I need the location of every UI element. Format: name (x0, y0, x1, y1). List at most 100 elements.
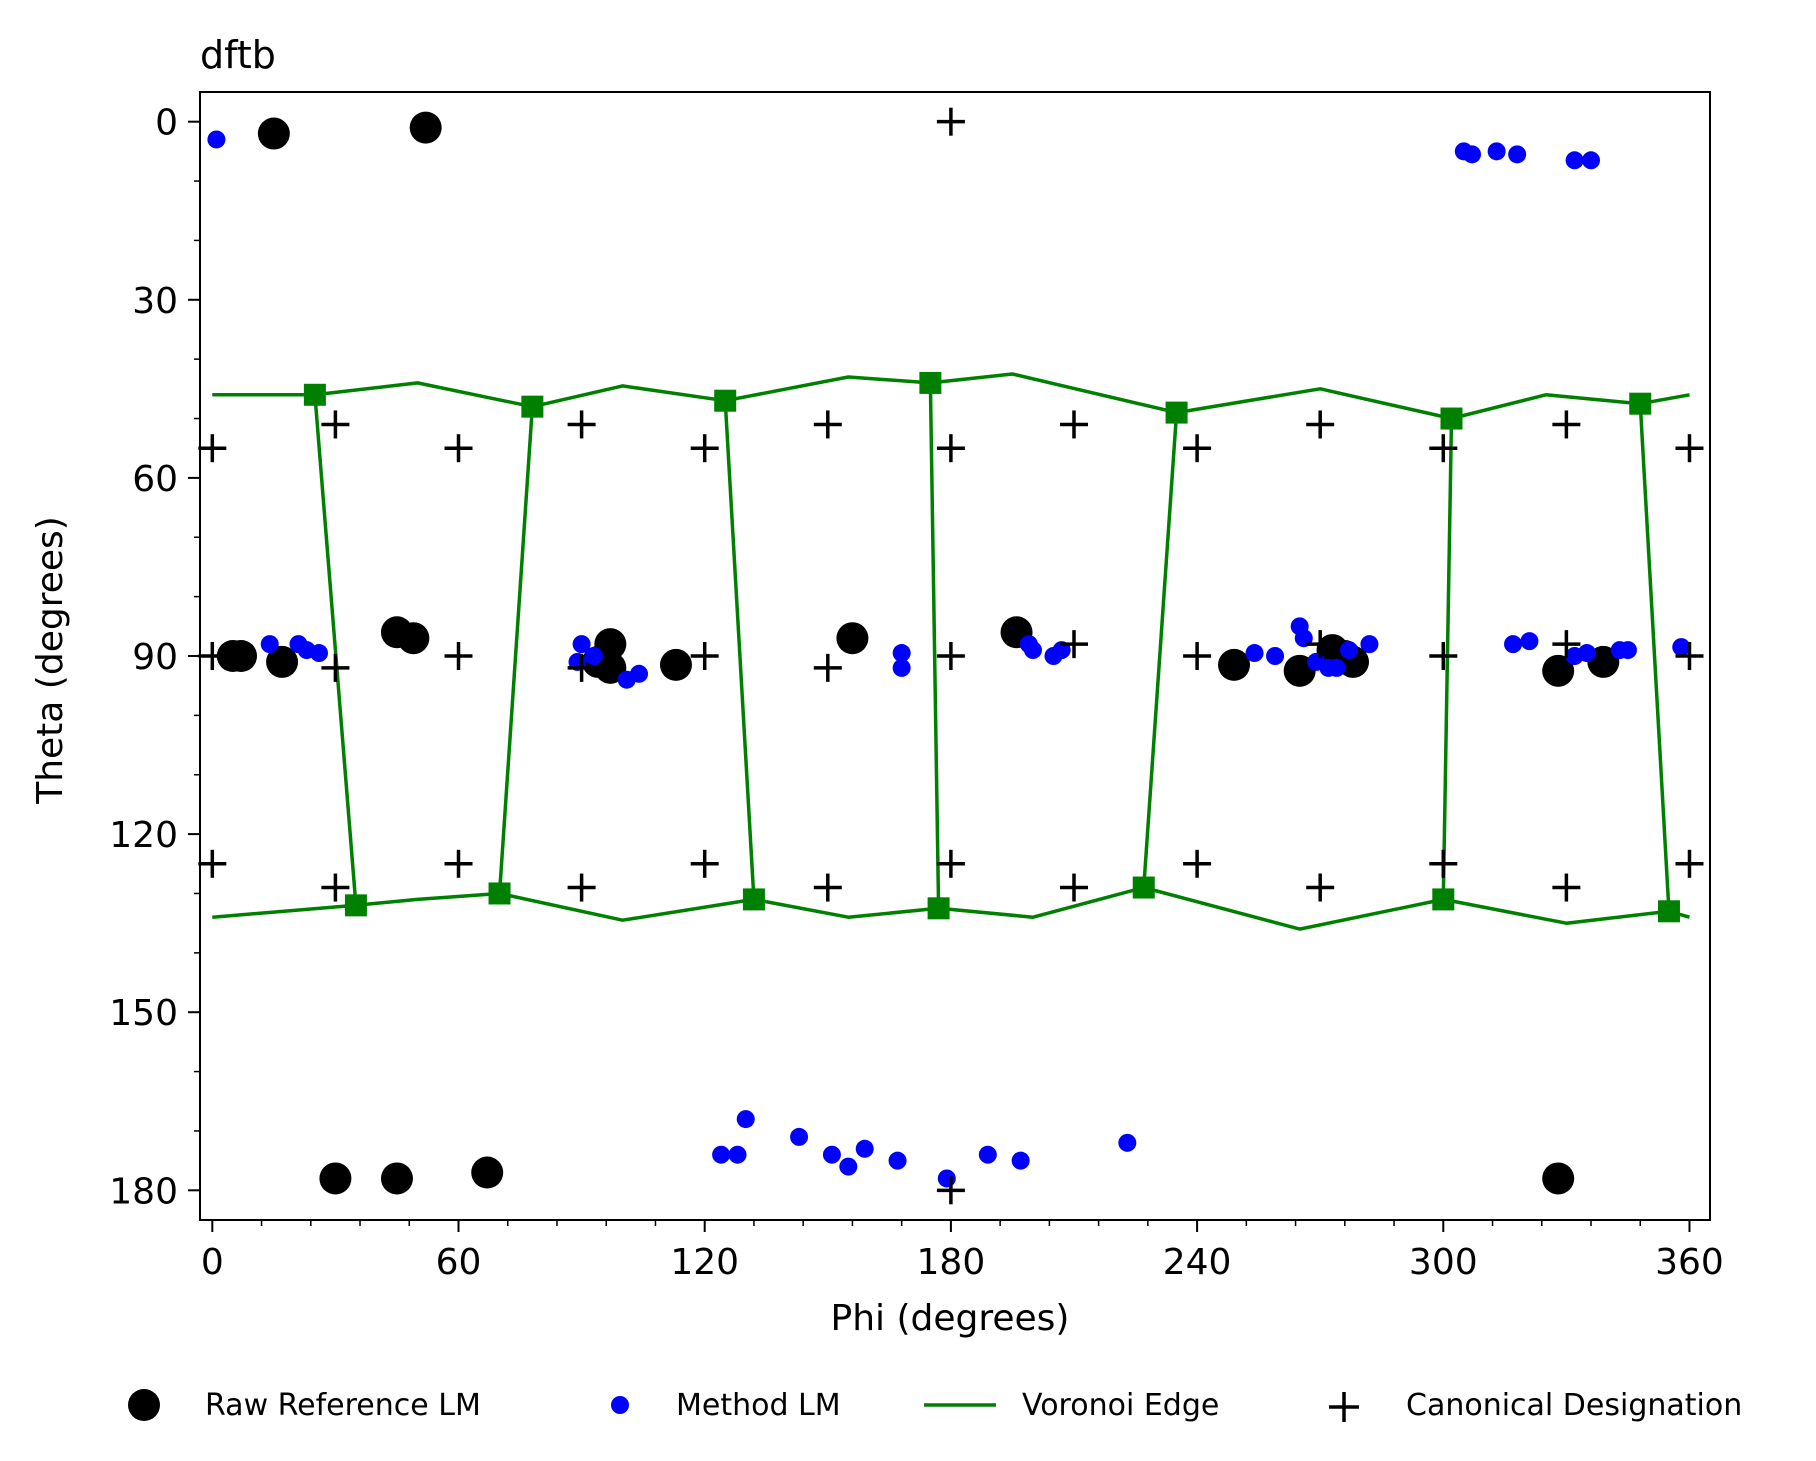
canonical-designation-marker (444, 849, 473, 878)
method-lm-point (572, 635, 591, 654)
voronoi-edge-line (723, 400, 756, 900)
canonical-designation-marker (321, 653, 350, 682)
method-lm-point (1508, 145, 1527, 164)
voronoi-edge-line (928, 382, 941, 909)
canonical-designation-marker (1183, 642, 1212, 670)
canonical-designation-marker (198, 849, 227, 878)
raw-reference-lm-point (257, 117, 290, 150)
method-lm-point (584, 647, 603, 665)
x-axis-label: Phi (degrees) (831, 1298, 1070, 1339)
canonical-designation-marker (1059, 873, 1088, 902)
canonical-designation-marker (936, 434, 965, 463)
canonical-designation-marker (936, 849, 965, 878)
method-lm-point (1672, 638, 1691, 657)
voronoi-vertex (1657, 900, 1680, 923)
legend-item: Raw Reference LM (128, 1388, 481, 1423)
voronoi-edge-line (313, 394, 358, 906)
method-lm-point (1463, 145, 1482, 164)
x-tick-label: 300 (1409, 1242, 1478, 1283)
canonical-designation-marker (936, 1176, 965, 1205)
voronoi-vertex (1629, 392, 1652, 415)
canonical-designation-marker (198, 434, 227, 463)
voronoi-vertex (714, 389, 737, 412)
method-lm-point (1618, 641, 1637, 660)
canonical-designation-marker (321, 410, 350, 439)
legend-method-marker (611, 1396, 629, 1414)
voronoi-vertex (1165, 401, 1188, 424)
canonical-designation-marker (1429, 642, 1458, 670)
legend-item: Method LM (611, 1388, 841, 1423)
axes: 0 60 120 180 240 300 360 0 30 60 90 120 150 180 (109, 103, 1724, 1283)
method-lm-point (1487, 142, 1506, 161)
y-tick-label: 30 (132, 281, 178, 322)
canonical-designation-marker (1183, 849, 1212, 878)
legend: Raw Reference LM Method LM Voronoi Edge Can… (128, 1388, 1742, 1423)
canonical-designation-marker (1429, 849, 1458, 878)
method-lm-point (712, 1145, 731, 1164)
method-lm-point (260, 635, 279, 654)
method-lm-point (1327, 658, 1346, 677)
canonical-designation-marker (321, 873, 350, 902)
voronoi-vertex (344, 894, 367, 917)
canonical-designation-marker (444, 642, 473, 670)
method-lm-point (1118, 1133, 1137, 1152)
chart-title: dftb (200, 33, 276, 77)
y-tick-label: 60 (132, 459, 178, 500)
canonical-designation-marker (813, 410, 842, 439)
y-tick-label: 120 (109, 815, 178, 856)
method-lm-point (1266, 647, 1285, 665)
x-tick-label: 120 (670, 1242, 739, 1283)
method-lm-point (822, 1145, 841, 1164)
canonical-designation-marker (1552, 873, 1581, 902)
raw-reference-lm-point (594, 628, 627, 661)
voronoi-vertex (1432, 888, 1455, 911)
legend-raw-reference-marker (128, 1389, 160, 1421)
method-lm-point (1245, 644, 1264, 663)
raw-reference-lm-point (836, 622, 869, 655)
canonical-designation-marker (567, 653, 596, 682)
voronoi-vertex (1132, 876, 1155, 899)
canonical-designation-marker (1675, 642, 1704, 670)
voronoi-edge-line (1638, 403, 1671, 912)
raw-reference-lm-point (409, 111, 442, 144)
method-lm-point (1520, 632, 1539, 651)
x-tick-label: 60 (436, 1242, 482, 1283)
voronoi-vertex (521, 395, 544, 418)
canonical-designation-marker (1306, 873, 1335, 902)
voronoi-vertex (488, 882, 511, 905)
method-lm-point (309, 644, 328, 663)
method-lm-point (839, 1157, 858, 1176)
method-lm-point (1577, 644, 1596, 663)
canonical-designation-marker (690, 434, 719, 463)
canonical-designation-marker (198, 642, 227, 670)
raw-reference-lm-point (471, 1156, 504, 1189)
voronoi-edge-line (497, 406, 535, 894)
canonical-designation-marker (813, 653, 842, 682)
plot-area (198, 107, 1704, 1205)
voronoi-edge-line (1142, 412, 1179, 888)
voronoi-vertex (927, 897, 950, 920)
y-tick-label: 90 (132, 637, 178, 678)
canonical-designation-marker (567, 410, 596, 439)
method-lm-point (736, 1110, 755, 1129)
method-lm-point (1504, 635, 1523, 654)
canonical-designation-marker (1183, 434, 1212, 463)
method-lm-point (978, 1145, 997, 1164)
x-tick-label: 0 (201, 1242, 224, 1283)
method-lm-point (892, 658, 911, 677)
legend-label: Raw Reference LM (205, 1388, 481, 1423)
canonical-designation-marker (1306, 410, 1335, 439)
canonical-designation-marker (567, 873, 596, 902)
method-lm-point (1011, 1151, 1030, 1170)
method-lm-point (630, 664, 649, 683)
y-tick-label: 150 (109, 993, 178, 1034)
raw-reference-lm-point (225, 640, 258, 672)
raw-reference-lm-point (380, 1162, 413, 1195)
canonical-designation-marker (936, 107, 965, 136)
raw-reference-lm-point (594, 651, 627, 684)
raw-reference-lm-point (266, 645, 299, 678)
method-lm-point (855, 1139, 874, 1158)
voronoi-vertex (303, 383, 326, 406)
